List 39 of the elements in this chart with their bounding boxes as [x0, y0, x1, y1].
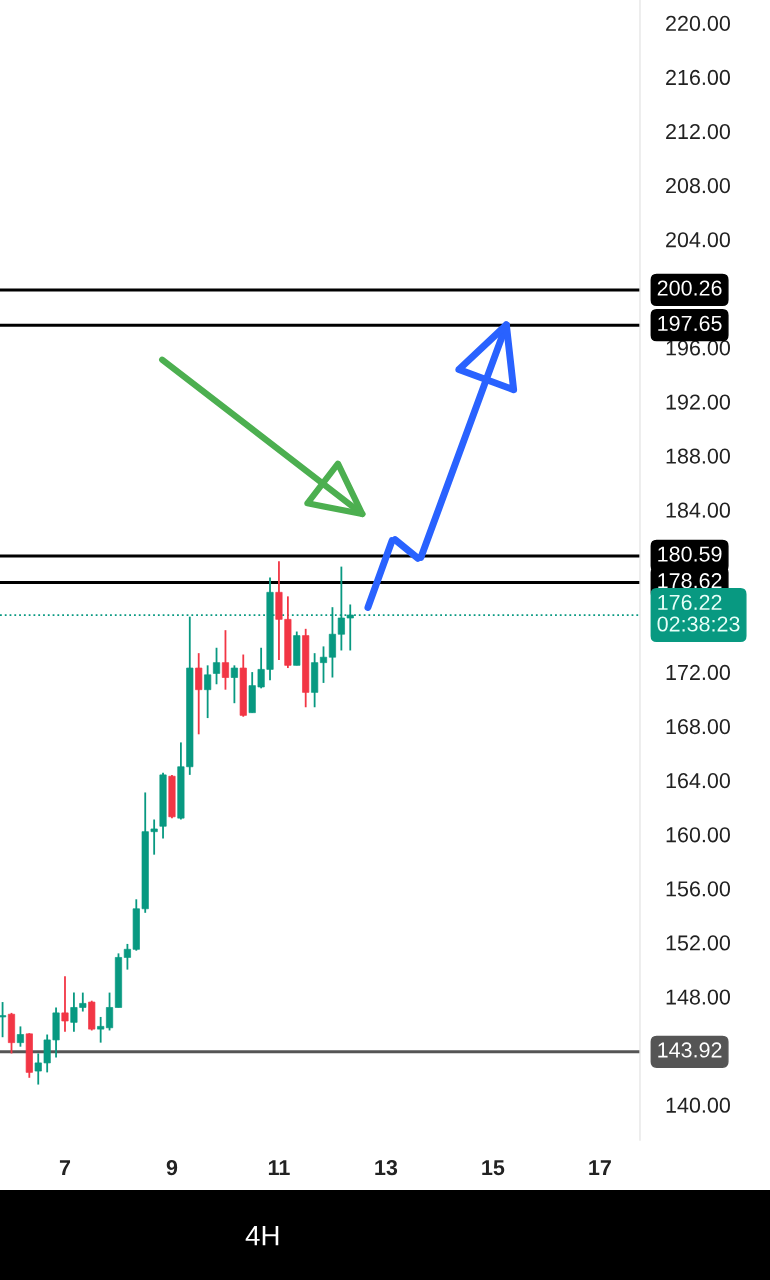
y-tick-label: 192.00: [666, 394, 730, 410]
candlestick: [195, 652, 203, 736]
y-tick-label: 212.00: [666, 123, 730, 140]
candlestick: [221, 629, 229, 691]
y-tick-label: 168.00: [666, 718, 730, 735]
y-tick-label: 160.00: [666, 827, 730, 843]
text: 4H: [245, 1226, 279, 1246]
y-tick-label: 188.00: [666, 448, 730, 464]
candlestick: [61, 975, 69, 1033]
y-tick-label: 164.00: [666, 773, 730, 789]
ref-line-label: 180.59: [658, 546, 722, 562]
x-tick-label: 7: [59, 1160, 71, 1176]
ref-line-label: 178.62: [658, 573, 722, 589]
y-tick-label: 208.00: [666, 178, 730, 194]
y-tick-label: 172.00: [666, 664, 730, 681]
y-tick-label: 204.00: [666, 232, 730, 248]
candlestick: [230, 664, 238, 705]
y-tick-label: 152.00: [666, 935, 730, 951]
candlestick: [319, 645, 328, 684]
ref-line-label: 197.65: [658, 315, 722, 332]
ref-line-label: 200.26: [657, 280, 722, 296]
y-tick-label: 216.00: [666, 69, 730, 86]
x-tick-label: 15: [482, 1160, 505, 1176]
x-tick-label: 9: [166, 1160, 178, 1176]
candlestick: [204, 664, 212, 719]
y-tick-label: 148.00: [666, 989, 730, 1005]
candlestick: [0, 1001, 7, 1039]
x-tick-label: 17: [589, 1160, 611, 1176]
y-tick-label: 220.00: [666, 15, 730, 31]
y-tick-label: 196.00: [666, 340, 730, 356]
y-tick-label: 156.00: [666, 881, 730, 897]
candlestick: [212, 646, 221, 686]
x-tick-label: 13: [375, 1160, 398, 1176]
ref-line-label: 176.22 02:38:23: [657, 594, 740, 632]
candlestick: [16, 1025, 24, 1048]
x-tick-label: 11: [268, 1160, 290, 1176]
y-tick-label: 140.00: [666, 1097, 730, 1113]
y-tick-label: 184.00: [666, 502, 730, 518]
ref-line-label: 143.92: [658, 1042, 722, 1058]
